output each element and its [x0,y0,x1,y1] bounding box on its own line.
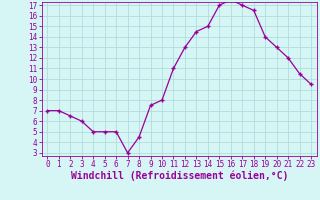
X-axis label: Windchill (Refroidissement éolien,°C): Windchill (Refroidissement éolien,°C) [70,171,288,181]
